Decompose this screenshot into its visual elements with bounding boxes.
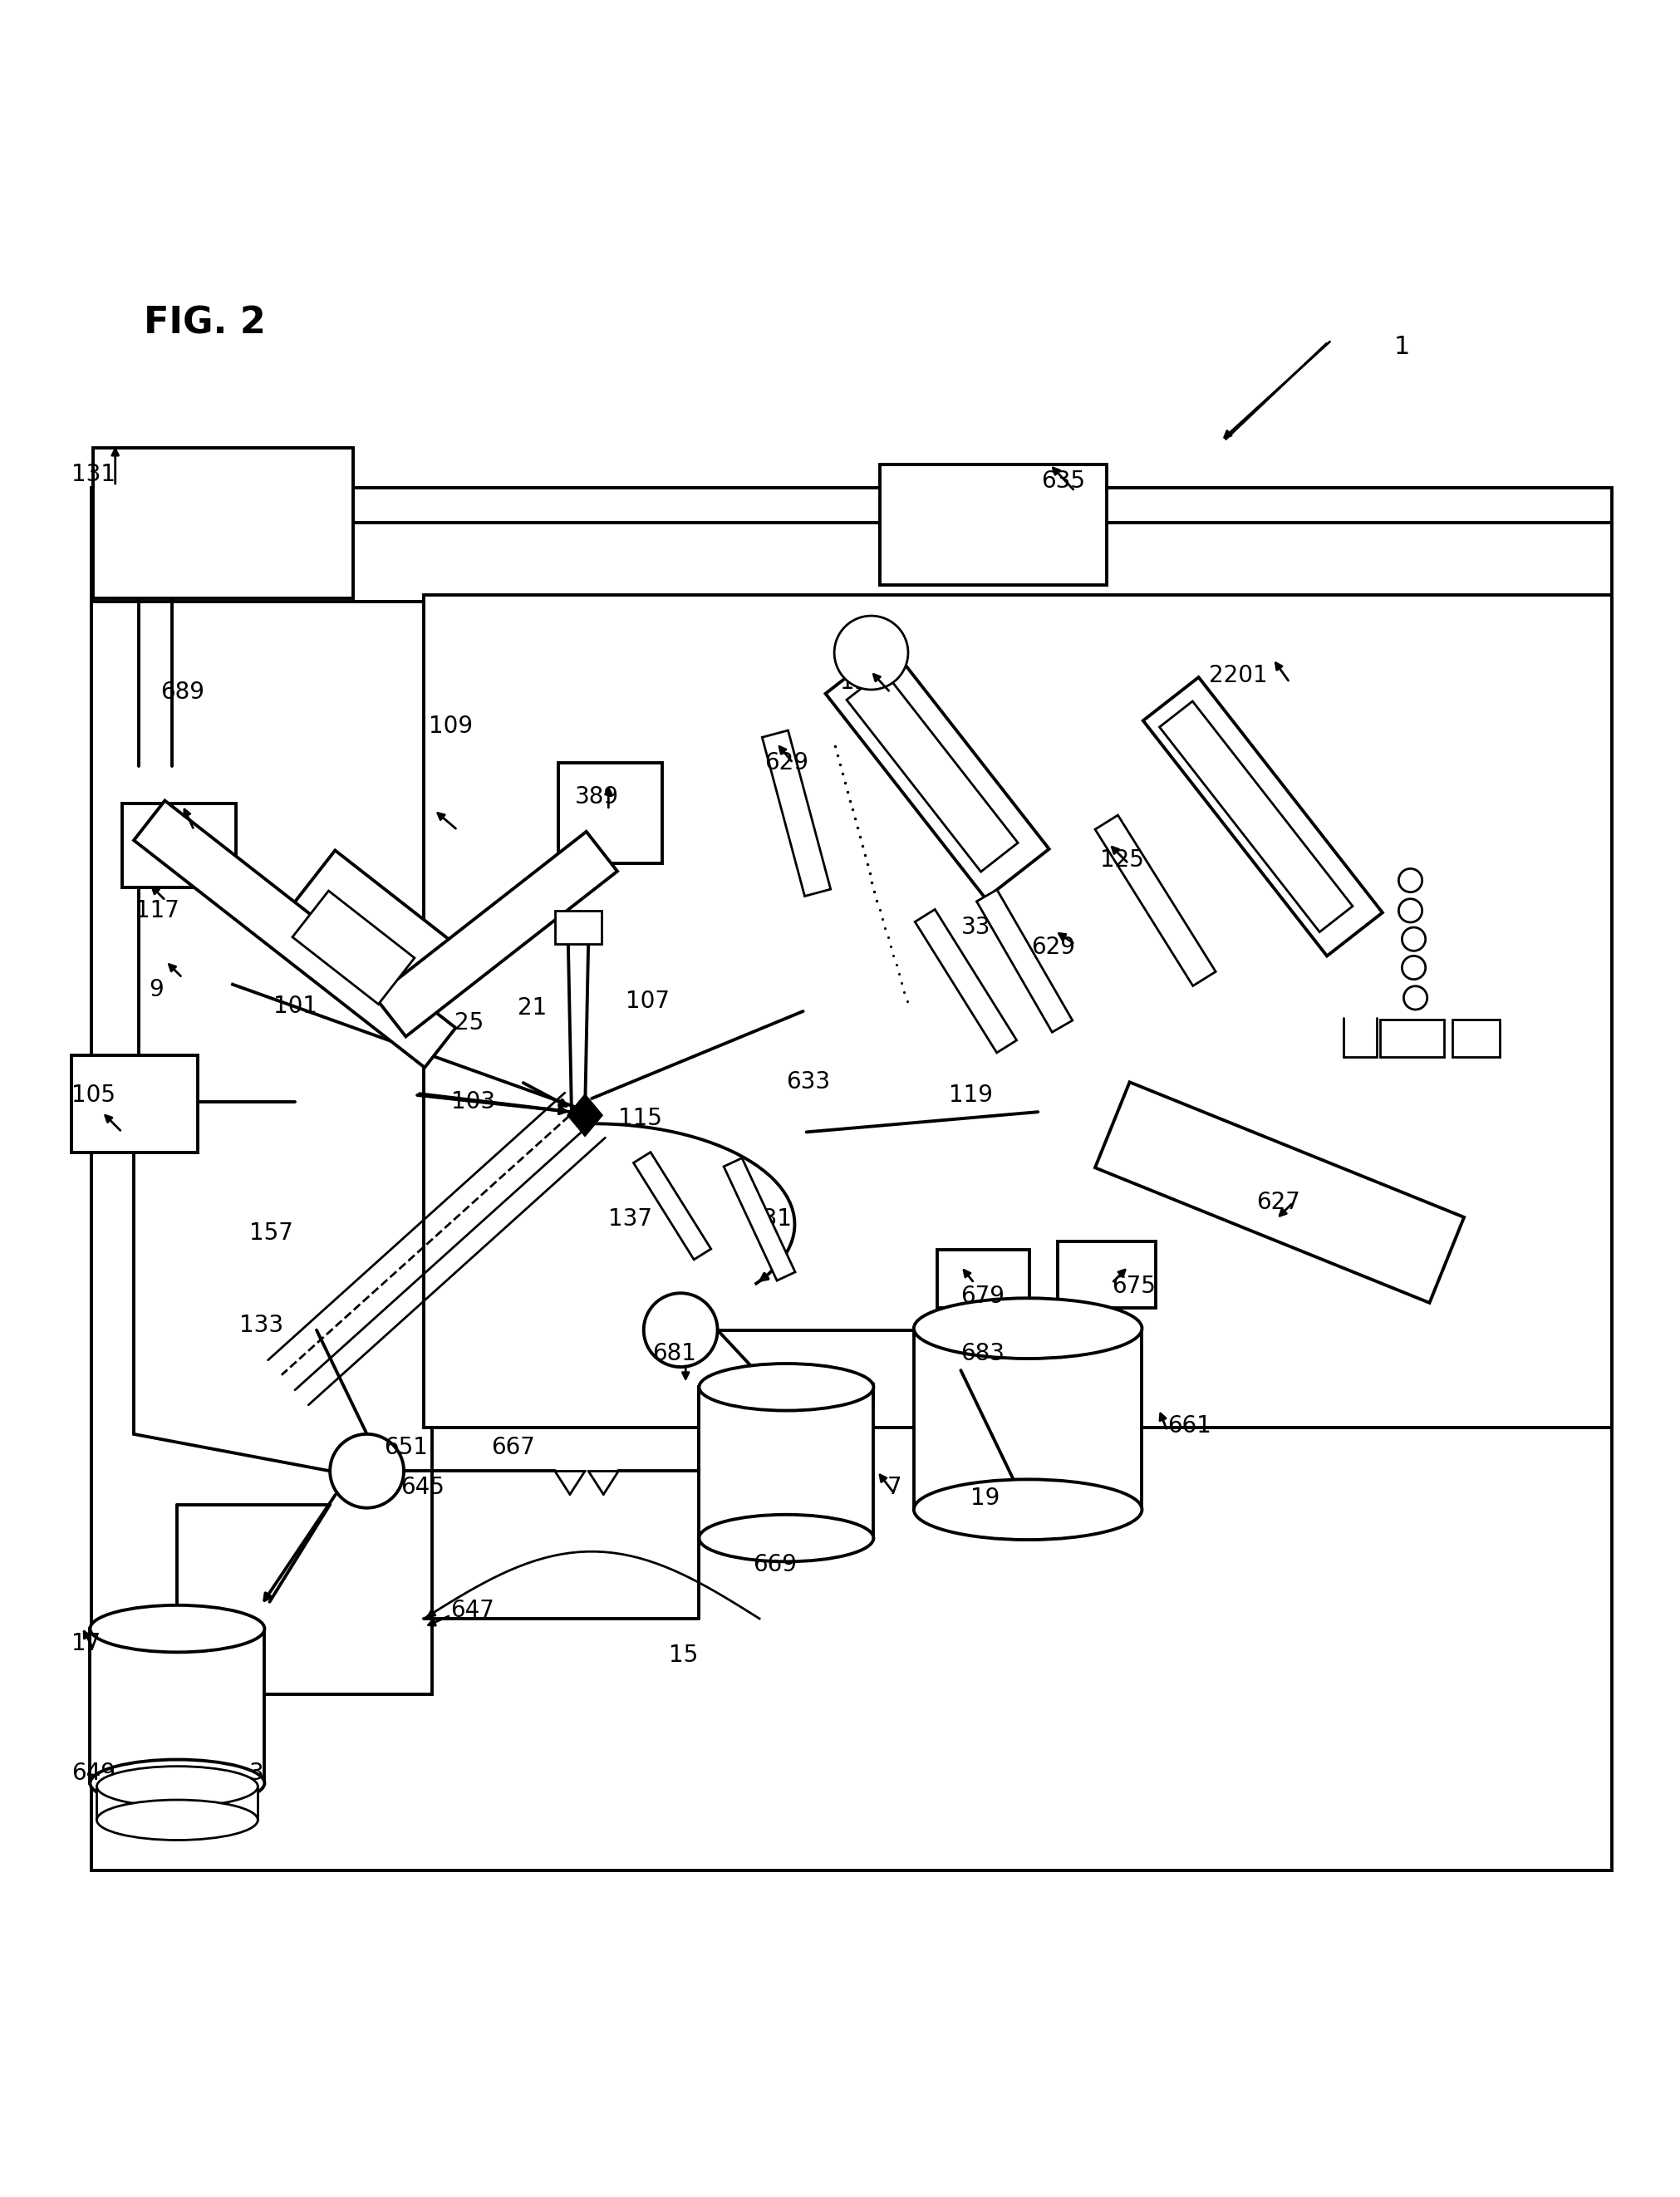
Polygon shape	[763, 729, 830, 896]
Text: 15: 15	[669, 1643, 699, 1668]
Text: 645: 645	[400, 1476, 445, 1498]
Polygon shape	[375, 833, 617, 1037]
Text: 157: 157	[249, 1222, 294, 1244]
Bar	[423, 595, 1611, 1428]
Polygon shape	[724, 1158, 795, 1281]
Text: 1: 1	[1394, 334, 1410, 358]
Text: 7: 7	[887, 1476, 902, 1498]
Text: 629: 629	[1032, 936, 1075, 960]
Text: 105: 105	[72, 1083, 116, 1107]
Polygon shape	[292, 890, 415, 1004]
Bar	[1381, 1019, 1445, 1057]
Text: 17: 17	[72, 1632, 101, 1654]
Text: 33: 33	[961, 916, 990, 938]
Text: 131: 131	[72, 464, 116, 486]
Circle shape	[329, 1435, 403, 1507]
Text: 3: 3	[249, 1762, 264, 1784]
Bar	[92, 602, 432, 1694]
Text: 125: 125	[1100, 848, 1144, 872]
Ellipse shape	[914, 1479, 1142, 1540]
Bar	[1452, 1019, 1499, 1057]
Ellipse shape	[699, 1364, 874, 1410]
Text: 669: 669	[753, 1553, 796, 1577]
Polygon shape	[1142, 677, 1383, 956]
Text: 667: 667	[491, 1437, 534, 1459]
Polygon shape	[1159, 701, 1352, 932]
Text: 675: 675	[1112, 1274, 1156, 1298]
Ellipse shape	[91, 1760, 264, 1806]
Text: 631: 631	[748, 1208, 791, 1230]
Circle shape	[1399, 899, 1423, 923]
Text: 25: 25	[454, 1011, 484, 1035]
Polygon shape	[916, 910, 1016, 1052]
Circle shape	[1399, 868, 1423, 892]
Text: 107: 107	[625, 989, 669, 1013]
Polygon shape	[825, 644, 1048, 899]
Bar	[97, 1786, 257, 1819]
Circle shape	[1403, 927, 1426, 951]
Text: 103: 103	[450, 1090, 496, 1114]
Text: 115: 115	[618, 1107, 662, 1129]
Polygon shape	[847, 670, 1018, 872]
Text: 679: 679	[961, 1285, 1005, 1307]
Text: 389: 389	[575, 784, 618, 808]
Ellipse shape	[699, 1514, 874, 1562]
Polygon shape	[1095, 815, 1216, 986]
Text: 649: 649	[72, 1762, 116, 1784]
Text: 109: 109	[428, 714, 474, 738]
Text: 689: 689	[161, 681, 205, 703]
Text: 661: 661	[1168, 1415, 1211, 1437]
Bar	[94, 448, 353, 598]
Text: 2201: 2201	[1210, 663, 1268, 688]
Bar	[699, 1386, 874, 1538]
Text: 635: 635	[1042, 470, 1085, 492]
Bar	[914, 1329, 1142, 1509]
Text: 117: 117	[136, 899, 180, 923]
Ellipse shape	[97, 1766, 257, 1806]
Text: 133: 133	[239, 1314, 284, 1336]
Bar	[1058, 1241, 1156, 1307]
Text: 651: 651	[383, 1437, 428, 1459]
Text: 9: 9	[150, 978, 163, 1002]
Polygon shape	[568, 1094, 601, 1136]
Polygon shape	[633, 1151, 711, 1259]
Text: 119: 119	[949, 1083, 993, 1107]
Text: 627: 627	[1257, 1191, 1300, 1215]
Text: 19: 19	[971, 1485, 1000, 1509]
Polygon shape	[134, 800, 455, 1068]
Text: 21: 21	[517, 995, 548, 1019]
Text: 137: 137	[608, 1208, 652, 1230]
Bar	[554, 910, 601, 945]
Text: 683: 683	[961, 1342, 1005, 1364]
Bar	[92, 488, 1611, 1870]
Ellipse shape	[91, 1606, 264, 1652]
Text: FIG. 2: FIG. 2	[144, 305, 265, 341]
Bar	[123, 804, 235, 888]
Circle shape	[643, 1294, 717, 1367]
Polygon shape	[976, 890, 1072, 1033]
Bar	[937, 1250, 1030, 1307]
Circle shape	[1403, 956, 1426, 980]
Text: 633: 633	[786, 1070, 830, 1094]
Polygon shape	[1095, 1083, 1463, 1303]
Text: 647: 647	[450, 1599, 494, 1621]
Text: 681: 681	[652, 1342, 696, 1364]
Ellipse shape	[914, 1298, 1142, 1358]
Text: 123: 123	[840, 670, 884, 694]
Polygon shape	[274, 850, 460, 1028]
Bar	[558, 762, 662, 863]
Circle shape	[835, 615, 909, 690]
Bar	[91, 1628, 264, 1784]
Text: 629: 629	[764, 751, 808, 776]
Bar	[880, 464, 1107, 584]
Ellipse shape	[97, 1799, 257, 1841]
Text: 101: 101	[272, 995, 318, 1017]
Circle shape	[1404, 986, 1428, 1011]
Bar	[72, 1055, 198, 1151]
